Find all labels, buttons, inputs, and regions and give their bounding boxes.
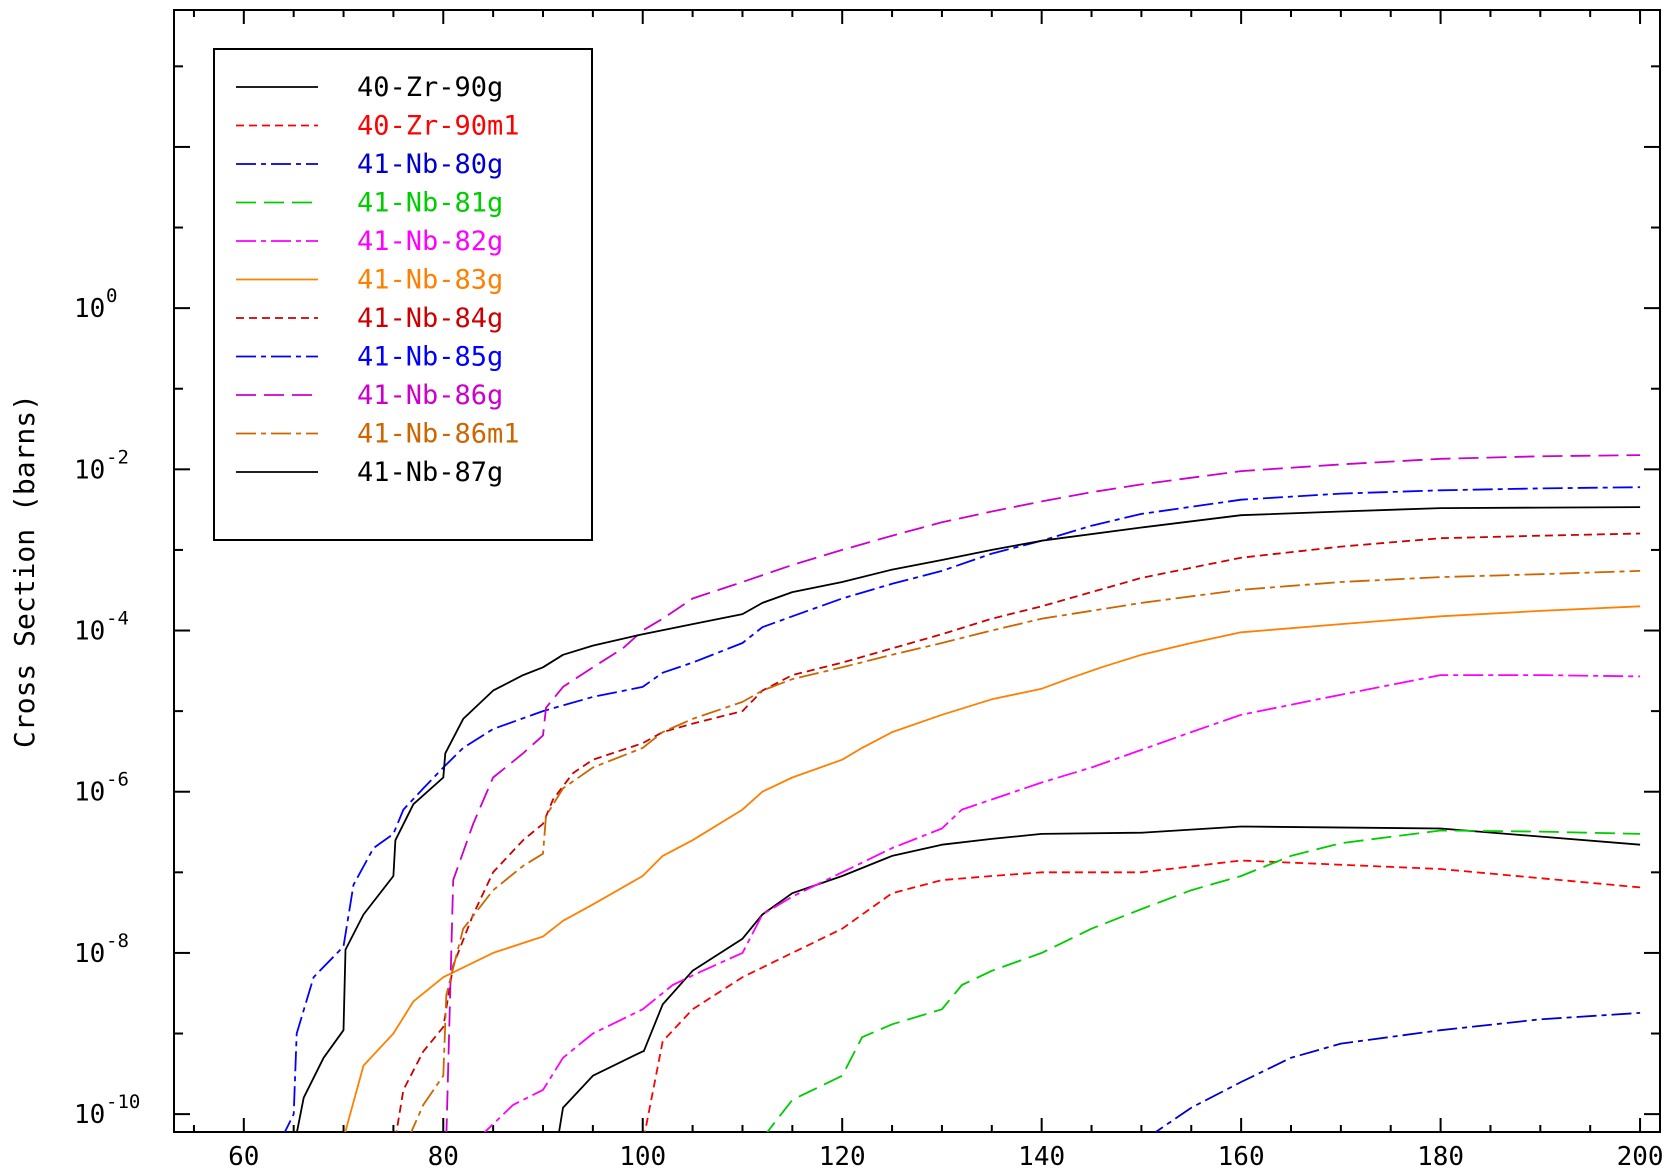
y-tick-label: 10 -2	[74, 446, 129, 485]
y-tick-label: 10 -4	[74, 608, 129, 647]
series-line-41-Nb-87g	[296, 506, 1641, 1132]
x-tick-label: 60	[228, 1142, 259, 1172]
legend-label: 41-Nb-83g	[357, 265, 503, 296]
legend-label: 41-Nb-87g	[357, 457, 503, 488]
y-tick-base: 10	[74, 939, 105, 969]
plot-frame	[173, 9, 1661, 1133]
legend-label: 41-Nb-84g	[357, 303, 503, 334]
y-tick-base: 10	[74, 455, 105, 485]
series-line-41-Nb-81g	[766, 829, 1641, 1132]
y-tick-exponent: -2	[106, 446, 129, 468]
x-tick-label: 160	[1218, 1142, 1265, 1172]
x-tick-label: 120	[819, 1142, 866, 1172]
y-tick-label: 10 -8	[74, 930, 129, 969]
y-tick-label: 10 0	[74, 285, 117, 324]
y-tick-exponent: -6	[106, 769, 129, 791]
legend-label: 41-Nb-82g	[357, 226, 503, 257]
series-line-41-Nb-85g	[283, 486, 1641, 1132]
y-tick-label: 10 -10	[74, 1091, 140, 1130]
x-tick-label: 180	[1417, 1142, 1464, 1172]
y-tick-label: 10 -6	[74, 769, 129, 808]
series-line-41-Nb-86m1	[410, 570, 1641, 1132]
series-line-40-Zr-90g	[558, 825, 1641, 1132]
series-line-41-Nb-86g	[445, 454, 1641, 1132]
x-axis-ticks: 60 80 100 120 140 160 180 200	[192, 10, 1664, 1172]
legend: 40-Zr-90g 40-Zr-90m1 41-Nb-80g 41-Nb-81g 41-…	[213, 48, 593, 541]
series-line-40-Zr-90m1	[644, 859, 1641, 1132]
y-tick-exponent: -4	[106, 608, 129, 630]
series-line-41-Nb-80g	[1154, 1012, 1641, 1132]
legend-label: 41-Nb-85g	[357, 342, 503, 373]
series-lines	[283, 454, 1641, 1132]
series-line-41-Nb-82g	[483, 674, 1641, 1132]
legend-label: 40-Zr-90g	[357, 72, 503, 103]
series-line-41-Nb-83g	[344, 605, 1641, 1132]
legend-label: 40-Zr-90m1	[357, 111, 520, 142]
x-tick-label: 200	[1617, 1142, 1664, 1172]
y-tick-base: 10	[74, 1100, 105, 1130]
legend-label: 41-Nb-80g	[357, 149, 503, 180]
y-tick-base: 10	[74, 778, 105, 808]
y-tick-base: 10	[74, 294, 105, 324]
x-tick-label: 80	[428, 1142, 459, 1172]
legend-box	[213, 48, 593, 541]
series-line-41-Nb-84g	[395, 532, 1641, 1132]
y-tick-exponent: -10	[106, 1091, 140, 1113]
legend-label: 41-Nb-86g	[357, 380, 503, 411]
x-tick-label: 140	[1018, 1142, 1065, 1172]
legend-label: 41-Nb-81g	[357, 188, 503, 219]
y-tick-exponent: 0	[106, 285, 117, 307]
x-tick-label: 100	[619, 1142, 666, 1172]
legend-label: 41-Nb-86m1	[357, 419, 520, 450]
y-axis-title: Cross Section (barns)	[8, 394, 41, 748]
y-tick-exponent: -8	[106, 930, 129, 952]
y-tick-base: 10	[74, 617, 105, 647]
